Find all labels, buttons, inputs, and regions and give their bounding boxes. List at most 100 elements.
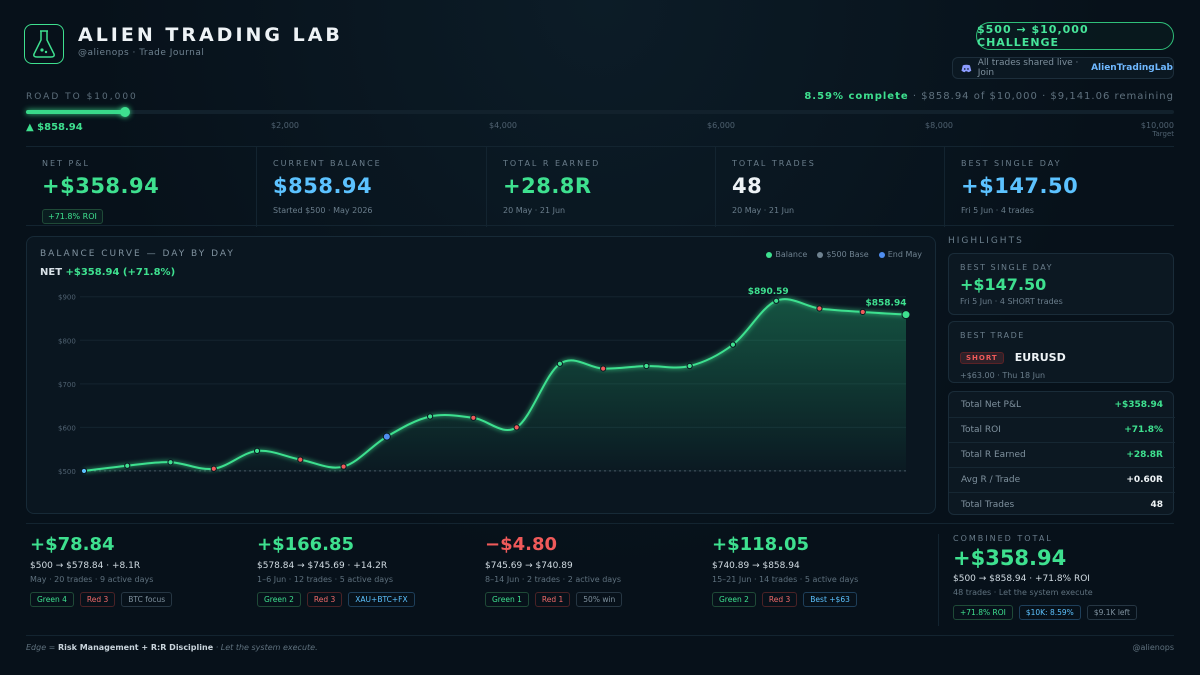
week-card: +$118.05 $740.89 → $858.94 15–21 Jun · 1…: [712, 534, 932, 607]
combined-tag: $9.1K left: [1086, 605, 1137, 620]
progress-track: [26, 110, 1174, 114]
week-tag: Red 3: [79, 592, 116, 607]
week-meta: 8–14 Jun · 2 trades · 2 active days: [485, 575, 622, 584]
stat-sub: 20 May · 21 Jun: [503, 206, 566, 215]
hl-sub: Fri 5 Jun · 4 SHORT trades: [960, 297, 1063, 306]
chart-title: BALANCE CURVE — DAY BY DAY: [40, 249, 235, 259]
week-tag: 50% win: [576, 592, 623, 607]
week-range: $500 → $578.84 · +8.1R: [30, 561, 141, 571]
week-value: +$78.84: [30, 534, 115, 555]
hl-label: BEST SINGLE DAY: [960, 263, 1053, 272]
stats-row: NET P&L +$358.94 +71.8% ROI CURRENT BALA…: [26, 146, 1174, 227]
trade-symbol: EURUSD: [1014, 351, 1066, 364]
stat-value: +$147.50: [961, 174, 1079, 198]
stat-total-r: TOTAL R EARNED +28.8R 20 May · 21 Jun: [486, 147, 715, 227]
y-tick-label: $500: [58, 468, 76, 476]
stat-label: TOTAL TRADES: [732, 159, 816, 168]
balance-chart: $500 $600 $700 $800 $900 $890.59 $858.94: [58, 287, 911, 476]
stat-label: CURRENT BALANCE: [273, 159, 382, 168]
week-range: $745.69 → $740.89: [485, 561, 573, 571]
legend-item-base[interactable]: $500 Base: [817, 250, 869, 259]
hl-label: BEST TRADE: [960, 331, 1025, 340]
data-point: [297, 456, 304, 463]
week-tag: XAU+BTC+FX: [348, 592, 415, 607]
app-title: ALIEN TRADING LAB: [78, 24, 343, 46]
stat-value: 48: [732, 174, 763, 198]
data-point: [427, 413, 434, 420]
stat-value: $858.94: [273, 174, 373, 198]
chart-net-value: +$358.94 (+71.8%): [65, 267, 176, 278]
discord-link[interactable]: AlienTradingLab: [1091, 63, 1173, 73]
discord-icon: [961, 64, 972, 72]
data-point: [773, 297, 780, 304]
stat-sub: Fri 5 Jun · 4 trades: [961, 206, 1034, 215]
discord-banner[interactable]: All trades shared live · Join AlienTradi…: [952, 57, 1174, 79]
data-point: [167, 459, 174, 466]
week-tag: Red 1: [534, 592, 571, 607]
legend-item-end-may[interactable]: End May: [878, 250, 922, 259]
road-label: ROAD TO $10,000: [26, 92, 138, 102]
combined-range: $500 → $858.94 · +71.8% ROI: [953, 574, 1090, 584]
week-tag: Green 1: [485, 592, 529, 607]
week-tag: Green 2: [712, 592, 756, 607]
road-detail: · $858.94 of $10,000 · $9,141.06 remaini…: [912, 91, 1174, 102]
road-tick: $8,000: [925, 121, 953, 130]
stat-total-trades: TOTAL TRADES 48 20 May · 21 Jun: [715, 147, 944, 227]
footer-tagline: Edge = Risk Management + R:R Discipline …: [26, 643, 318, 652]
road-percent: 8.59% complete: [804, 91, 909, 102]
data-point: [556, 360, 563, 367]
week-tag: Green 2: [257, 592, 301, 607]
data-point: [901, 310, 911, 320]
summary-row: Total Net P&L +$358.94: [961, 399, 1163, 410]
data-point: [124, 462, 131, 469]
app-subtitle: @alienops · Trade Journal: [78, 48, 205, 58]
peak-label: $890.59: [748, 287, 789, 297]
logo: [24, 24, 64, 64]
week-card: −$4.80 $745.69 → $740.89 8–14 Jun · 2 tr…: [485, 534, 705, 607]
road-tick: $6,000: [707, 121, 735, 130]
side-badge: SHORT: [960, 351, 1004, 364]
stat-value: +28.8R: [503, 174, 592, 198]
data-point: [643, 362, 650, 370]
week-meta: May · 20 trades · 9 active days: [30, 575, 154, 584]
week-value: −$4.80: [485, 534, 558, 555]
week-card: +$166.85 $578.84 → $745.69 · +14.2R 1–6 …: [257, 534, 477, 607]
week-range: $740.89 → $858.94: [712, 561, 800, 571]
data-point: [470, 414, 477, 421]
summary-row: Total ROI +71.8%: [949, 417, 1175, 442]
y-tick-label: $900: [58, 294, 76, 302]
divider: [26, 523, 1174, 524]
week-tag: Red 3: [761, 592, 798, 607]
week-meta: 15–21 Jun · 14 trades · 5 active days: [712, 575, 859, 584]
road-tick: $2,000: [271, 121, 299, 130]
stat-best-day: BEST SINGLE DAY +$147.50 Fri 5 Jun · 4 t…: [944, 147, 1174, 227]
stat-current-balance: CURRENT BALANCE $858.94 Started $500 · M…: [256, 147, 486, 227]
stat-sub: Started $500 · May 2026: [273, 206, 373, 215]
footer-handle: @alienops: [1132, 643, 1174, 652]
combined-tag: +71.8% ROI: [953, 605, 1013, 620]
road-stats: 8.59% complete · $858.94 of $10,000 · $9…: [804, 91, 1174, 102]
divider: [26, 635, 1174, 636]
progress-knob: [119, 107, 130, 117]
data-point: [816, 305, 823, 312]
y-tick-label: $600: [58, 424, 76, 432]
week-tag: Best +$63: [803, 592, 857, 607]
road-tick: $10,000: [1140, 121, 1174, 130]
road-current: ▲ $858.94: [26, 122, 83, 133]
highlight-best-trade: BEST TRADE SHORT EURUSD +$63.00 · Thu 18…: [948, 321, 1174, 383]
combined-value: +$358.94: [953, 546, 1067, 570]
data-point: [340, 463, 347, 470]
legend-item-balance[interactable]: Balance: [766, 250, 807, 259]
highlights-title: HIGHLIGHTS: [948, 236, 1024, 246]
data-point: [80, 467, 88, 475]
hl-sub: +$63.00 · Thu 18 Jun: [960, 371, 1046, 380]
data-point: [513, 424, 520, 431]
week-card: +$78.84 $500 → $578.84 · +8.1R May · 20 …: [30, 534, 250, 607]
balance-line: [83, 298, 907, 472]
week-tag: Green 4: [30, 592, 74, 607]
chart-legend: Balance $500 Base End May: [766, 250, 922, 259]
summary-row: Total Trades 48: [949, 492, 1175, 517]
week-value: +$166.85: [257, 534, 355, 555]
challenge-badge[interactable]: $500 → $10,000 CHALLENGE: [976, 22, 1174, 50]
chart-net: NET +$358.94 (+71.8%): [40, 267, 175, 278]
